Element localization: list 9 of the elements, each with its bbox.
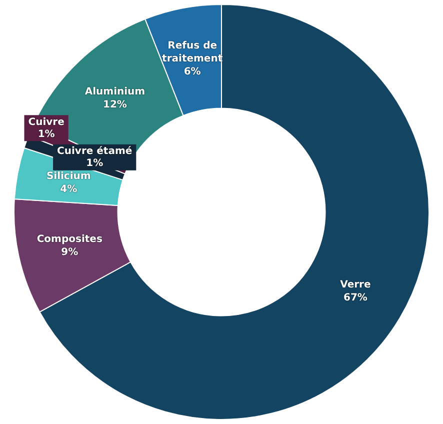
slice-label: Verre (340, 279, 371, 290)
data-label: 4% (60, 184, 78, 195)
data-label: 9% (61, 247, 78, 258)
slice-label: Composites (36, 234, 102, 246)
slice-label: Cuivre (28, 116, 65, 128)
data-label: 12% (103, 100, 127, 111)
data-label: 6% (184, 66, 201, 78)
data-label: 67% (343, 292, 368, 304)
slice-label: Aluminium (84, 86, 146, 98)
